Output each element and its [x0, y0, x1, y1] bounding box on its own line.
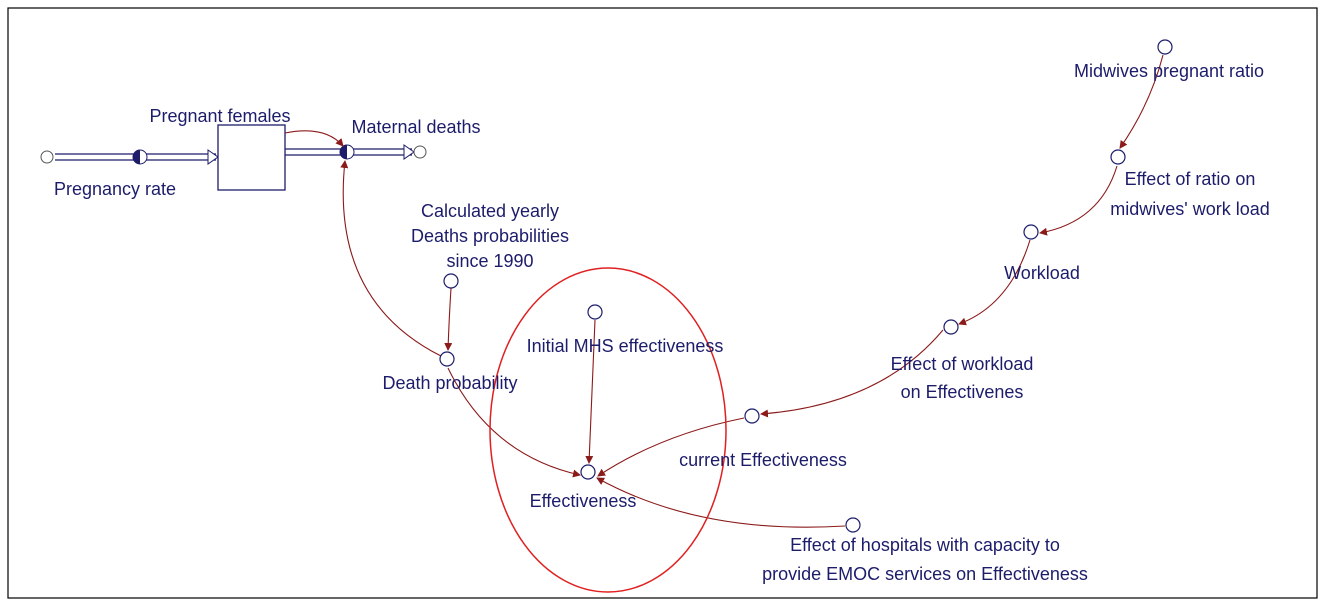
node-label: Initial MHS effectiveness — [527, 336, 724, 356]
auxiliary-node — [587, 304, 603, 320]
node-label: Calculated yearly — [421, 201, 559, 221]
node-label: Deaths probabilities — [411, 226, 569, 246]
node-label: provide EMOC services on Effectiveness — [762, 564, 1088, 584]
auxiliary-node — [744, 408, 760, 424]
node-label: Pregnant females — [149, 106, 290, 126]
node-label: Pregnancy rate — [54, 179, 176, 199]
inflow — [40, 149, 219, 165]
auxiliary-node — [845, 517, 861, 533]
node-label: on Effectivenes — [901, 382, 1024, 402]
node-label: Effectiveness — [530, 491, 637, 511]
stock — [217, 124, 286, 191]
frame — [7, 7, 1318, 599]
node-label: Effect of hospitals with capacity to — [790, 535, 1060, 555]
node-label: since 1990 — [446, 251, 533, 271]
node-label: Effect of workload — [891, 354, 1034, 374]
auxiliary-node — [1157, 39, 1173, 55]
auxiliary-node — [443, 273, 459, 289]
outflow — [285, 144, 427, 160]
auxiliary-node — [580, 464, 596, 480]
node-label: midwives' work load — [1110, 199, 1270, 219]
auxiliary-node — [1110, 149, 1126, 165]
node-label: current Effectiveness — [679, 450, 847, 470]
auxiliary-node — [943, 319, 959, 335]
node-label: Effect of ratio on — [1125, 169, 1256, 189]
node-label: Maternal deaths — [351, 117, 480, 137]
highlight-circle — [489, 267, 727, 593]
auxiliary-node — [1023, 224, 1039, 240]
node-label: Workload — [1004, 263, 1080, 283]
node-label: Death probability — [382, 373, 517, 393]
auxiliary-node — [439, 351, 455, 367]
node-label: Midwives pregnant ratio — [1074, 61, 1264, 81]
links — [284, 54, 1164, 528]
